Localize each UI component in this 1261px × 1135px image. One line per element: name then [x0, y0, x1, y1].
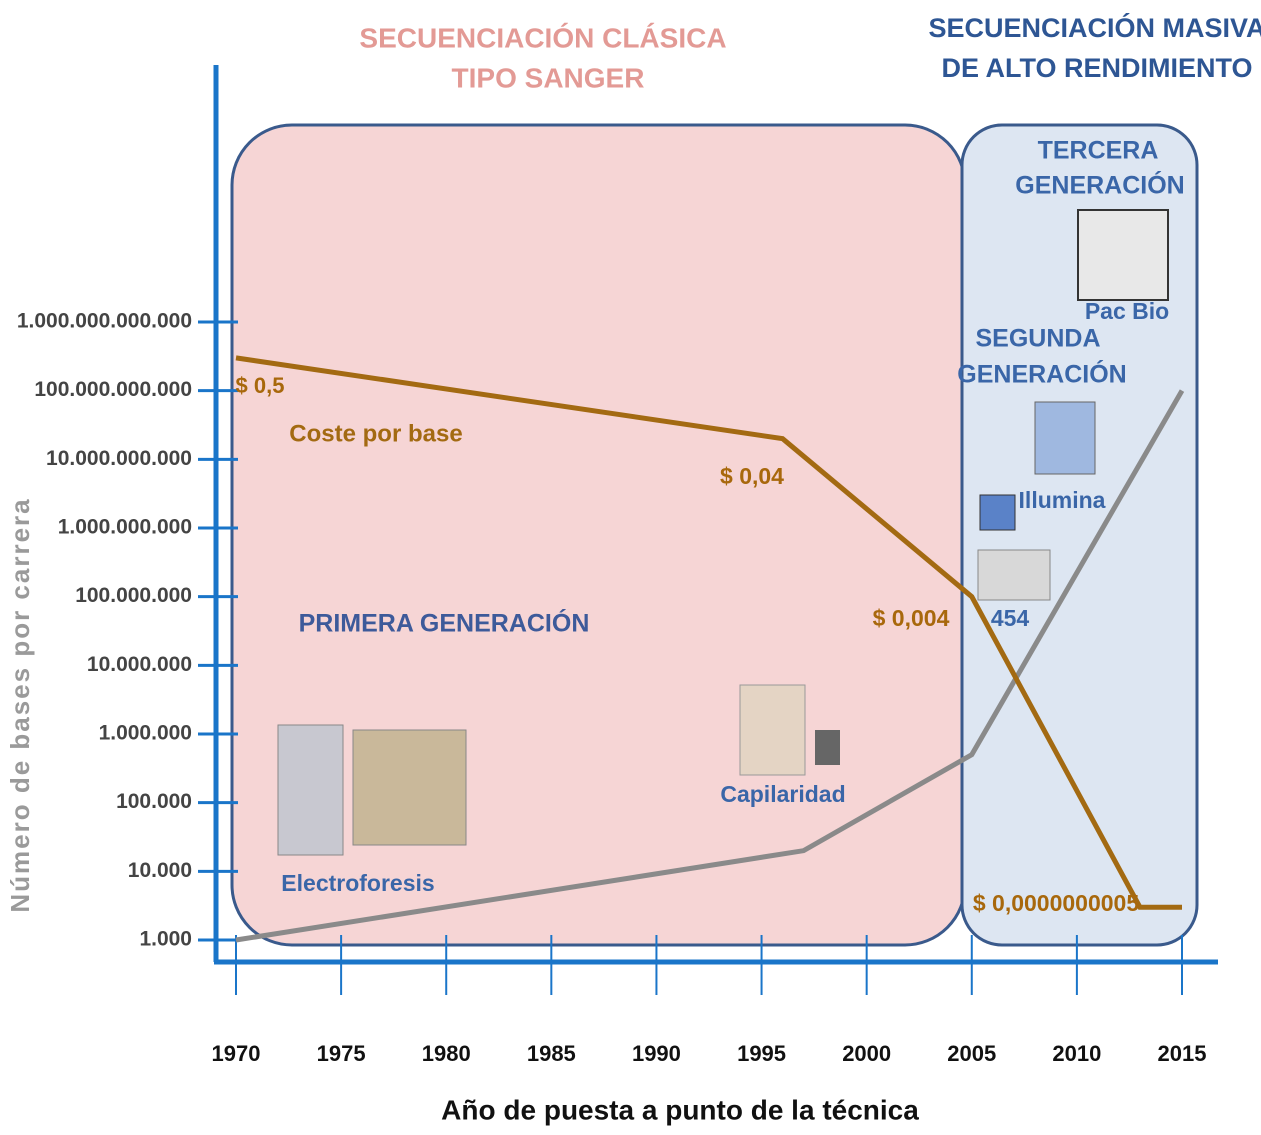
annotation: TIPO SANGER	[452, 62, 645, 93]
y-tick-label: 1.000.000.000	[58, 516, 192, 539]
x-tick-label: 1990	[632, 1041, 681, 1066]
y-tick-label: 100.000.000.000	[34, 378, 192, 401]
x-tick-label: 1975	[317, 1041, 366, 1066]
x-tick-label: 1980	[422, 1041, 471, 1066]
x-tick-label: 1970	[212, 1041, 261, 1066]
y-tick-label: 10.000.000	[87, 653, 192, 676]
annotation: Capilaridad	[720, 781, 845, 807]
chart: Número de bases por carrera Año de puest…	[0, 0, 1261, 1135]
annotation: DE ALTO RENDIMIENTO	[941, 53, 1252, 83]
annotation: GENERACIÓN	[1015, 170, 1184, 200]
y-tick-label: 100.000	[116, 790, 192, 813]
x-tick-label: 2010	[1052, 1041, 1101, 1066]
annotation: PRIMERA GENERACIÓN	[299, 608, 590, 638]
annotation: 454	[991, 605, 1030, 631]
annotation: TERCERA	[1038, 137, 1159, 165]
x-tick-label: 2000	[842, 1041, 891, 1066]
x-axis-title: Año de puesta a punto de la técnica	[441, 1094, 919, 1125]
annotation: SECUENCIACIÓN CLÁSICA	[359, 22, 726, 53]
x-tick-label: 2005	[947, 1041, 996, 1066]
series-label: Coste por base	[289, 420, 462, 447]
machine-image	[1078, 210, 1168, 300]
machine-image	[740, 685, 805, 775]
x-tick-label: 1995	[737, 1041, 786, 1066]
y-tick-label: 1.000.000	[99, 722, 192, 745]
y-tick-label: 1.000.000.000.000	[17, 310, 192, 333]
annotation: SECUENCIACIÓN MASIVA	[928, 12, 1261, 43]
annotation: $ 0,04	[720, 463, 784, 489]
machine-image	[980, 495, 1015, 530]
annotation: Illumina	[1019, 487, 1106, 513]
annotation: $ 0,0000000005	[973, 890, 1139, 916]
x-tick-label: 2015	[1158, 1041, 1207, 1066]
y-tick-label: 100.000.000	[75, 584, 192, 607]
machine-image	[815, 730, 840, 765]
annotation: Electroforesis	[281, 870, 434, 896]
y-tick-label: 1.000	[139, 928, 192, 951]
machine-image	[353, 730, 466, 845]
annotation: SEGUNDA	[975, 325, 1100, 353]
machine-image	[978, 550, 1050, 600]
y-axis-title: Número de bases por carrera	[5, 497, 35, 912]
y-tick-label: 10.000	[128, 859, 192, 882]
x-tick-label: 1985	[527, 1041, 576, 1066]
annotation: GENERACIÓN	[957, 359, 1126, 389]
machine-image	[278, 725, 343, 855]
machine-image	[1035, 402, 1095, 474]
annotation: $ 0,004	[873, 605, 950, 631]
annotation: Pac Bio	[1085, 298, 1169, 324]
annotation: $ 0,5	[236, 373, 285, 398]
y-tick-label: 10.000.000.000	[46, 447, 192, 470]
